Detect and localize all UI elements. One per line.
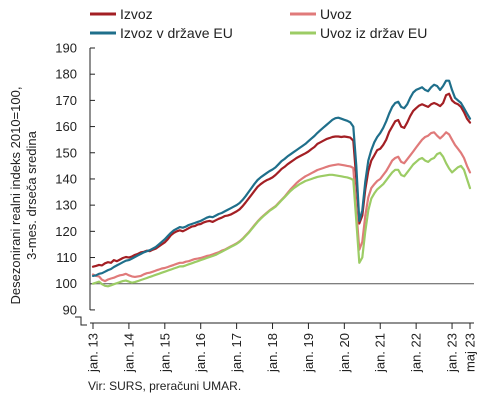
y-tick-label: 90 — [63, 302, 77, 317]
series-line — [91, 92, 472, 268]
source-note: Vir: SURS, preračuni UMAR. — [88, 379, 242, 393]
y-tick-label: 160 — [55, 119, 77, 134]
y-tick-label: 190 — [55, 41, 77, 56]
y-tick-label: 120 — [55, 224, 77, 239]
x-tick-label: jan. 22 — [409, 333, 424, 373]
y-tick-label: 170 — [55, 93, 77, 108]
y-tick-label: 180 — [55, 67, 77, 82]
y-axis-title-line: 3-mes. drseča sredina — [24, 130, 39, 259]
x-tick-label: jan. 14 — [121, 333, 136, 373]
x-tick-label: maj 23 — [463, 333, 478, 372]
x-tick-label: jan. 18 — [265, 333, 280, 373]
legend-label: Uvoz — [320, 6, 352, 22]
y-tick-label: 150 — [55, 145, 77, 160]
series-line — [91, 151, 472, 288]
x-tick-label: jan. 23 — [445, 333, 460, 373]
plot-lines — [91, 79, 472, 288]
axis-break-mark — [75, 316, 87, 326]
x-axis: jan. 13 jan. 14 jan. 15 jan. 16 jan. 17 jan. … — [86, 322, 478, 373]
series-line — [91, 131, 472, 283]
x-tick-label: jan. 20 — [337, 333, 352, 373]
x-tick-label: jan. 15 — [157, 333, 172, 373]
legend-label: Uvoz iz držav EU — [320, 25, 427, 41]
y-axis-title: Desezonirani realni indeks 2010=100, 3-me… — [8, 87, 39, 305]
chart-legend: Izvoz Uvoz Izvoz v države EU Uvoz iz držav … — [90, 6, 427, 41]
y-axis-title-line: Desezonirani realni indeks 2010=100, — [8, 87, 23, 305]
y-tick-label: 140 — [55, 171, 77, 186]
y-tick-label: 130 — [55, 198, 77, 213]
x-tick-label: jan. 16 — [193, 333, 208, 373]
y-tick-label: 110 — [56, 250, 77, 265]
x-tick-label: jan. 13 — [86, 333, 101, 373]
x-tick-label: jan. 21 — [373, 333, 388, 373]
y-tick-label: 100 — [55, 276, 77, 291]
x-tick-label: jan. 17 — [229, 333, 244, 373]
y-axis: 90 100 110 120 130 140 150 160 170 180 190 — [55, 41, 474, 326]
x-tick-label: jan. 19 — [301, 333, 316, 373]
legend-label: Izvoz v države EU — [120, 25, 233, 41]
series-line — [91, 79, 472, 277]
legend-label: Izvoz — [120, 6, 153, 22]
